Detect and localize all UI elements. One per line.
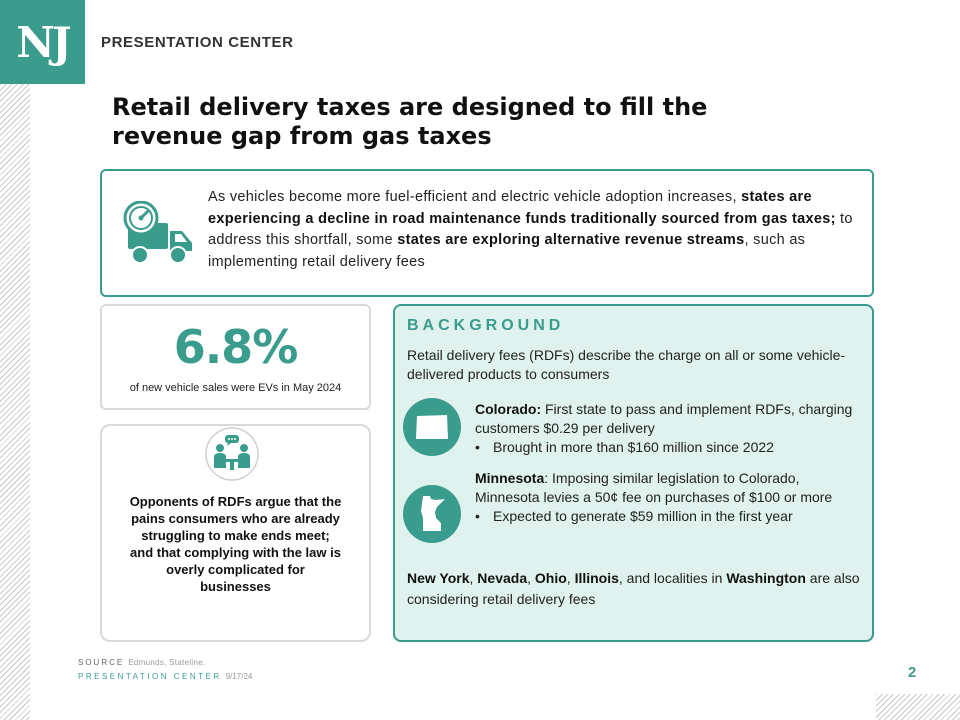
intro-text: As vehicles become more fuel-efficient a…	[208, 189, 853, 270]
background-intro: Retail delivery fees (RDFs) describe the…	[407, 347, 846, 382]
nj-logo: NJ	[0, 0, 85, 84]
page-number: 2	[908, 664, 917, 681]
opponents-text: Opponents of RDFs argue that the pains c…	[129, 494, 342, 594]
minnesota-bullet: • Expected to generate $59 million in the…	[475, 508, 793, 524]
stat-value: 6.8%	[173, 320, 299, 374]
minnesota-map-icon	[421, 496, 445, 531]
truck-gauge-icon	[123, 201, 192, 264]
decorative-hatch-left	[0, 84, 30, 720]
source-line: SOURCE Edmunds, Stateline.	[78, 658, 206, 667]
intro-card: As vehicles become more fuel-efficient a…	[100, 169, 874, 297]
background-card: BACKGROUND Retail delivery fees (RDFs) d…	[393, 304, 874, 642]
header-title: PRESENTATION CENTER	[101, 34, 294, 51]
colorado-map-icon	[416, 415, 448, 439]
colorado-block: Colorado: First state to pass and implem…	[475, 400, 860, 457]
stat-caption: of new vehicle sales were EVs in May 202…	[129, 382, 342, 394]
opponents-card: Opponents of RDFs argue that the pains c…	[100, 424, 371, 642]
colorado-bullet: • Brought in more than $160 million since…	[475, 439, 774, 455]
minnesota-badge	[403, 485, 461, 543]
background-heading: BACKGROUND	[407, 317, 565, 334]
page-title: Retail delivery taxes are designed to fi…	[112, 93, 708, 150]
people-discussion-icon	[205, 427, 259, 481]
minnesota-block: Minnesota: Imposing similar legislation …	[475, 469, 860, 526]
presentation-center-footer: PRESENTATION CENTER 9/17/24	[78, 672, 253, 681]
ev-stat-card: 6.8% of new vehicle sales were EVs in Ma…	[100, 304, 371, 410]
decorative-hatch-bottom	[876, 694, 960, 720]
other-states-text: New York, Nevada, Ohio, Illinois, and lo…	[407, 570, 860, 607]
colorado-badge	[403, 398, 461, 456]
